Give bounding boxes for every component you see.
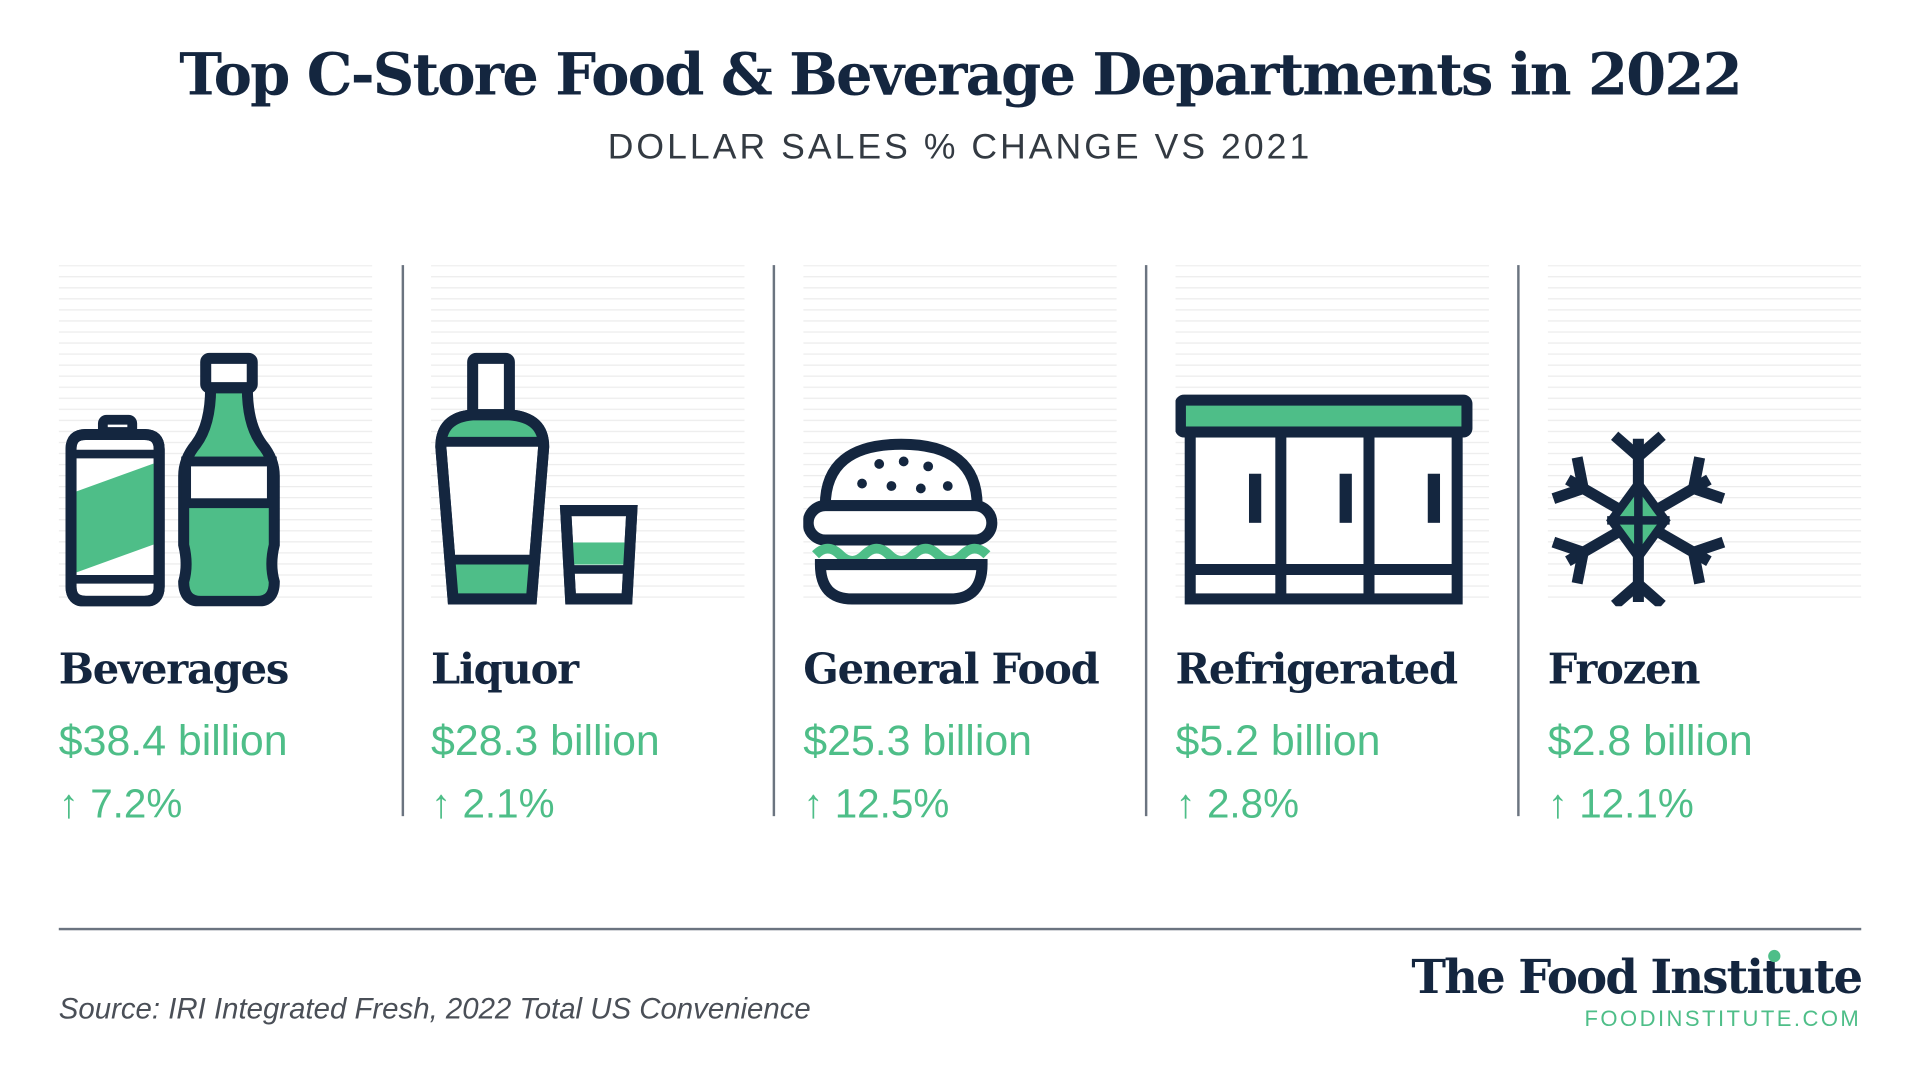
department-sales: $5.2 billion <box>1175 716 1381 765</box>
department-label: Liquor <box>431 645 579 695</box>
department-panel-refrigerated: Refrigerated $5.2 billion ↑ 2.8% <box>1175 265 1489 830</box>
department-change: ↑ 12.1% <box>1547 780 1694 826</box>
snowflake-icon <box>1547 265 1862 607</box>
department-change: ↑ 2.8% <box>1175 780 1300 826</box>
source-note: Source: IRI Integrated Fresh, 2022 Total… <box>58 992 811 1027</box>
department-change: ↑ 2.1% <box>431 780 555 826</box>
department-sales: $2.8 billion <box>1547 716 1753 765</box>
department-panel-frozen: Frozen $2.8 billion ↑ 12.1% <box>1547 265 1862 830</box>
logo-dot <box>1768 949 1781 963</box>
department-label: Refrigerated <box>1175 645 1459 695</box>
column-divider <box>1144 265 1148 817</box>
department-sales: $28.3 billion <box>431 716 660 765</box>
column-divider <box>772 265 776 817</box>
soda-can-and-bottle-icon <box>58 265 373 607</box>
column-divider <box>401 265 405 817</box>
column-divider <box>1517 265 1520 817</box>
department-change: ↑ 7.2% <box>58 780 183 826</box>
department-change: ↑ 12.5% <box>803 780 950 826</box>
department-label: Beverages <box>58 645 290 695</box>
burger-icon <box>803 265 1117 607</box>
liquor-bottle-and-shot-glass-icon <box>431 265 745 607</box>
footer-divider <box>58 927 1862 931</box>
department-sales: $38.4 billion <box>58 716 288 765</box>
department-label: Frozen <box>1547 645 1701 695</box>
refrigerator-case-icon <box>1175 265 1489 607</box>
brand-logo: The Food Institute FOODINSTITUTE.COM <box>1411 948 1863 1032</box>
department-panel-general-food: General Food $25.3 billion ↑ 12.5% <box>803 265 1117 830</box>
department-label: General Food <box>803 645 1099 695</box>
brand-url: FOODINSTITUTE.COM <box>1584 1006 1862 1031</box>
department-panel-liquor: Liquor $28.3 billion ↑ 2.1% <box>431 265 745 830</box>
department-sales: $25.3 billion <box>803 716 1033 765</box>
brand-name: The Food Institute <box>1411 948 1863 1004</box>
chart-subtitle: DOLLAR SALES % CHANGE VS 2021 <box>607 127 1313 167</box>
department-panel-beverages: Beverages $38.4 billion ↑ 7.2% <box>58 265 373 830</box>
chart-title: Top C-Store Food & Beverage Departments … <box>179 41 1742 110</box>
